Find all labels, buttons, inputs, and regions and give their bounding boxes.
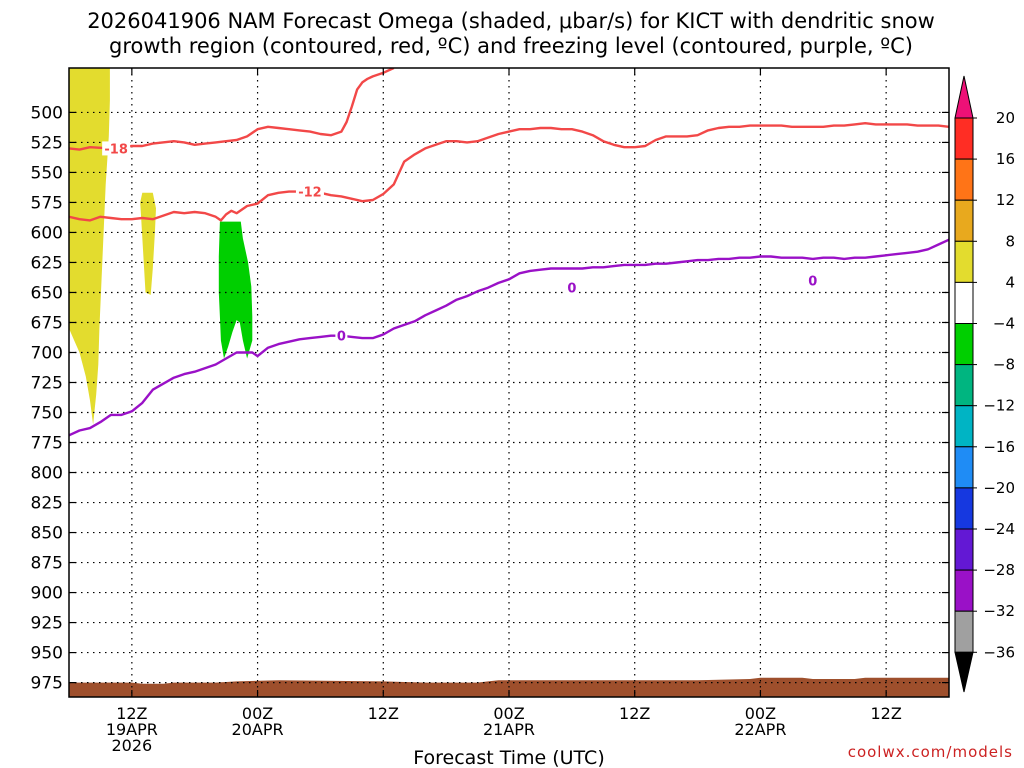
- contour-line: [69, 238, 949, 437]
- y-tick-label: 675: [31, 313, 63, 333]
- plot-layers: -18 -12 0 0 0: [69, 68, 949, 697]
- contour-label-background: [295, 184, 324, 199]
- contour-label-background: [335, 328, 348, 343]
- y-tick-label: 500: [31, 103, 63, 123]
- colorbar-label: −4: [993, 315, 1015, 333]
- colorbar-swatch: [954, 528, 974, 571]
- colorbar-swatch: [954, 158, 974, 201]
- contour-line: [69, 121, 949, 222]
- colorbar-label: 20: [996, 109, 1015, 127]
- y-tick-label: 525: [31, 133, 63, 153]
- colorbar-swatch: [954, 323, 974, 366]
- colorbar-swatch: [954, 281, 974, 324]
- x-tick-label: 00Z: [745, 704, 776, 723]
- y-tick-label: 625: [31, 253, 63, 273]
- colorbar-label: 8: [1005, 232, 1015, 250]
- omega-shaded-region: [69, 68, 110, 425]
- colorbar: 20 16 12 8 4 −4 −8 −12 −16 −20 −24 −28 −32 −36: [954, 75, 1015, 693]
- colorbar-label: 16: [996, 150, 1015, 168]
- y-tick-label: 700: [31, 343, 63, 363]
- y-tick-label: 975: [31, 674, 63, 694]
- colorbar-label: 4: [1005, 273, 1015, 291]
- y-tick-label: 775: [31, 434, 63, 454]
- colorbar-swatch: [954, 364, 974, 407]
- contour-label: 0: [567, 282, 576, 297]
- y-tick-label: 650: [31, 283, 63, 303]
- plot-area: -18 -12 0 0 0: [68, 67, 950, 698]
- contour-label-background: [565, 280, 578, 295]
- omega-shaded-region: [218, 221, 253, 359]
- colorbar-swatch: [954, 240, 974, 283]
- colorbar-swatch: [954, 199, 974, 242]
- contour-label: 0: [808, 274, 817, 289]
- colorbar-bottom-arrow: [954, 651, 974, 693]
- colorbar-label: 12: [996, 191, 1015, 209]
- omega-shaded-region: [140, 192, 156, 295]
- y-tick-label: 950: [31, 644, 63, 664]
- gridlines: [69, 68, 949, 697]
- y-axis-ticks: 500 525 550 575 600 625 650 675 700 725 750 775 800 8…: [31, 103, 949, 694]
- x-tick-label: 12Z: [116, 704, 147, 723]
- contour-line: [69, 68, 395, 151]
- y-tick-label: 900: [31, 584, 63, 604]
- y-tick-label: 825: [31, 494, 63, 514]
- colorbar-swatch: [954, 117, 974, 160]
- chart-title-line-2: growth region (contoured, red, ºC) and f…: [109, 34, 913, 58]
- y-tick-label: 875: [31, 554, 63, 574]
- x-tick-label: 12Z: [870, 704, 901, 723]
- colorbar-top-arrow: [954, 75, 974, 119]
- y-tick-label: 750: [31, 404, 63, 424]
- colorbar-swatch: [954, 405, 974, 448]
- colorbar-label: −32: [983, 602, 1015, 620]
- x-tick-label: 12Z: [619, 704, 650, 723]
- x-tick-label: 2026: [111, 736, 152, 755]
- colorbar-label: −16: [983, 438, 1015, 456]
- x-tick-label: 20APR: [232, 720, 284, 739]
- x-tick-label: 00Z: [493, 704, 524, 723]
- colorbar-swatch: [954, 569, 974, 612]
- x-tick-label: 12Z: [368, 704, 399, 723]
- contour-label: -18: [104, 142, 128, 157]
- colorbar-label: −28: [983, 561, 1015, 579]
- contour-label: -12: [298, 186, 322, 201]
- site-credit: coolwx.com/models: [848, 743, 1013, 761]
- colorbar-swatch: [954, 487, 974, 530]
- contour-label-background: [102, 141, 131, 156]
- y-tick-label: 850: [31, 524, 63, 544]
- x-tick-label: 00Z: [242, 704, 273, 723]
- y-tick-label: 925: [31, 614, 63, 634]
- y-tick-label: 800: [31, 464, 63, 484]
- y-tick-label: 725: [31, 374, 63, 394]
- colorbar-label: −20: [983, 479, 1015, 497]
- x-tick-label: 19APR: [106, 720, 158, 739]
- y-tick-label: 550: [31, 163, 63, 183]
- chart-title-line-1: 2026041906 NAM Forecast Omega (shaded, μ…: [87, 9, 935, 33]
- y-tick-label: 600: [31, 223, 63, 243]
- colorbar-swatch: [954, 446, 974, 489]
- x-tick-label: 21APR: [483, 720, 535, 739]
- colorbar-label: −8: [993, 356, 1015, 374]
- y-tick-label: 575: [31, 193, 63, 213]
- x-axis-label: Forecast Time (UTC): [413, 747, 604, 768]
- contour-label: 0: [337, 330, 346, 345]
- contour-label-background: [806, 273, 819, 288]
- colorbar-label: −12: [983, 397, 1015, 415]
- colorbar-label: −24: [983, 520, 1015, 538]
- colorbar-label: −36: [983, 643, 1015, 661]
- x-tick-label: 22APR: [734, 720, 786, 739]
- colorbar-swatch: [954, 610, 974, 653]
